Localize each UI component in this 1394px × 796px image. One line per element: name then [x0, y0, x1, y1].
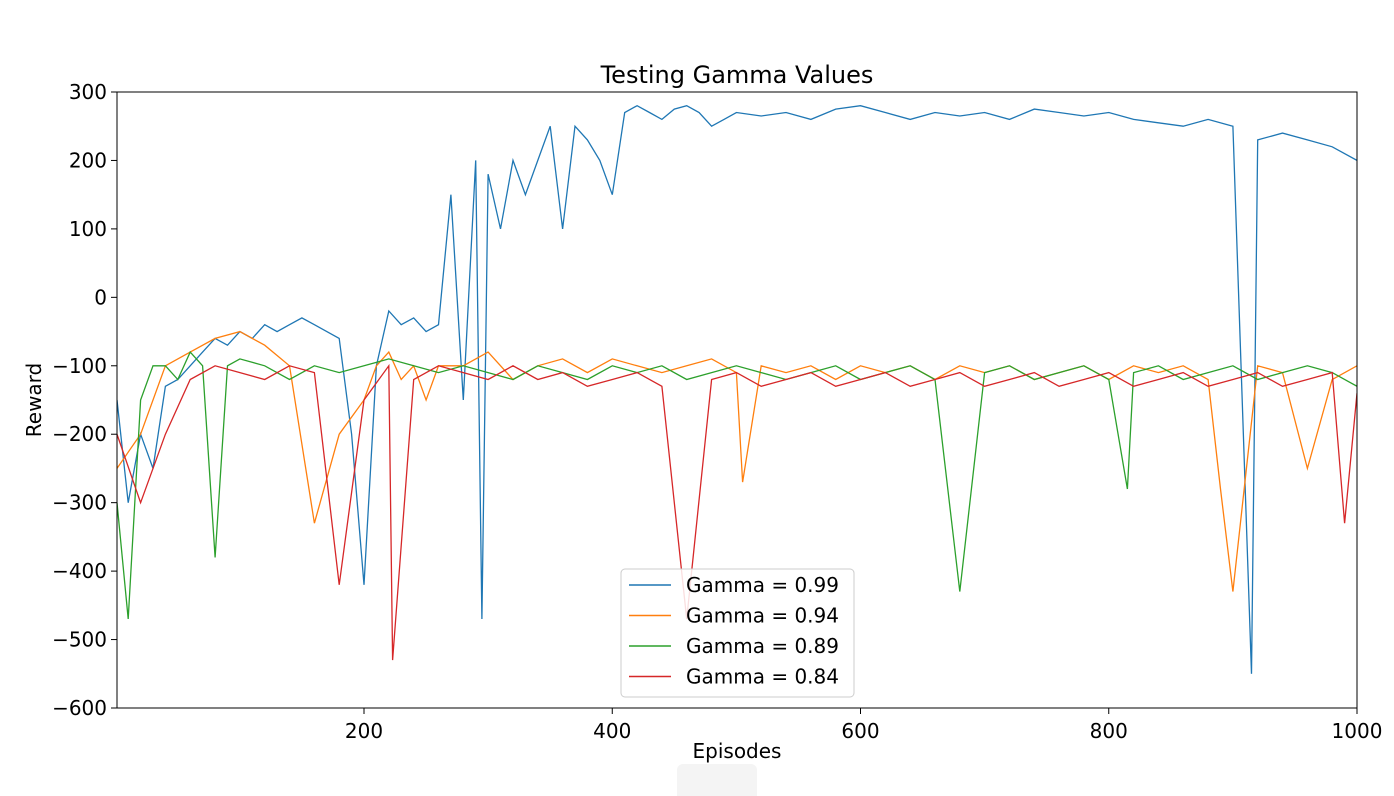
plot-frame	[116, 91, 1358, 709]
x-axis: 200 400 600 800 1000	[345, 708, 1383, 743]
y-tick-label: −500	[52, 628, 107, 652]
y-tick-label: −400	[52, 559, 107, 583]
legend-entry: Gamma = 0.99	[686, 573, 839, 597]
legend-entry: Gamma = 0.84	[686, 665, 839, 689]
x-axis-title: Episodes	[693, 739, 782, 763]
y-tick-label: 100	[69, 217, 107, 241]
series-line-4	[117, 363, 1357, 661]
chart-title: Testing Gamma Values	[600, 61, 874, 89]
y-tick-label: 200	[69, 148, 107, 172]
y-tick-label: 300	[69, 80, 107, 104]
y-axis-title: Reward	[22, 363, 46, 437]
y-tick-label: −100	[52, 354, 107, 378]
x-tick-label: 400	[593, 719, 631, 743]
series-line-3	[117, 350, 1357, 620]
legend-entry: Gamma = 0.89	[686, 634, 839, 658]
x-tick-label: 1000	[1332, 719, 1383, 743]
y-axis: −600 −500 −400 −300 −200 −100 0 100 200 300	[52, 80, 117, 720]
bottom-tab-button[interactable]	[677, 764, 757, 796]
x-tick-label: 800	[1090, 719, 1128, 743]
x-tick-label: 600	[841, 719, 879, 743]
y-tick-label: −600	[52, 696, 107, 720]
legend-box	[620, 568, 855, 698]
plot-area	[117, 104, 1357, 674]
legend-entry: Gamma = 0.94	[686, 604, 839, 628]
y-tick-label: −300	[52, 491, 107, 515]
y-tick-label: 0	[94, 285, 107, 309]
y-tick-label: −200	[52, 422, 107, 446]
series-line-1	[117, 104, 1357, 674]
x-tick-label: 200	[345, 719, 383, 743]
legend: Gamma = 0.99 Gamma = 0.94 Gamma = 0.89 Gamm…	[620, 568, 855, 698]
series-line-2	[117, 330, 1357, 592]
